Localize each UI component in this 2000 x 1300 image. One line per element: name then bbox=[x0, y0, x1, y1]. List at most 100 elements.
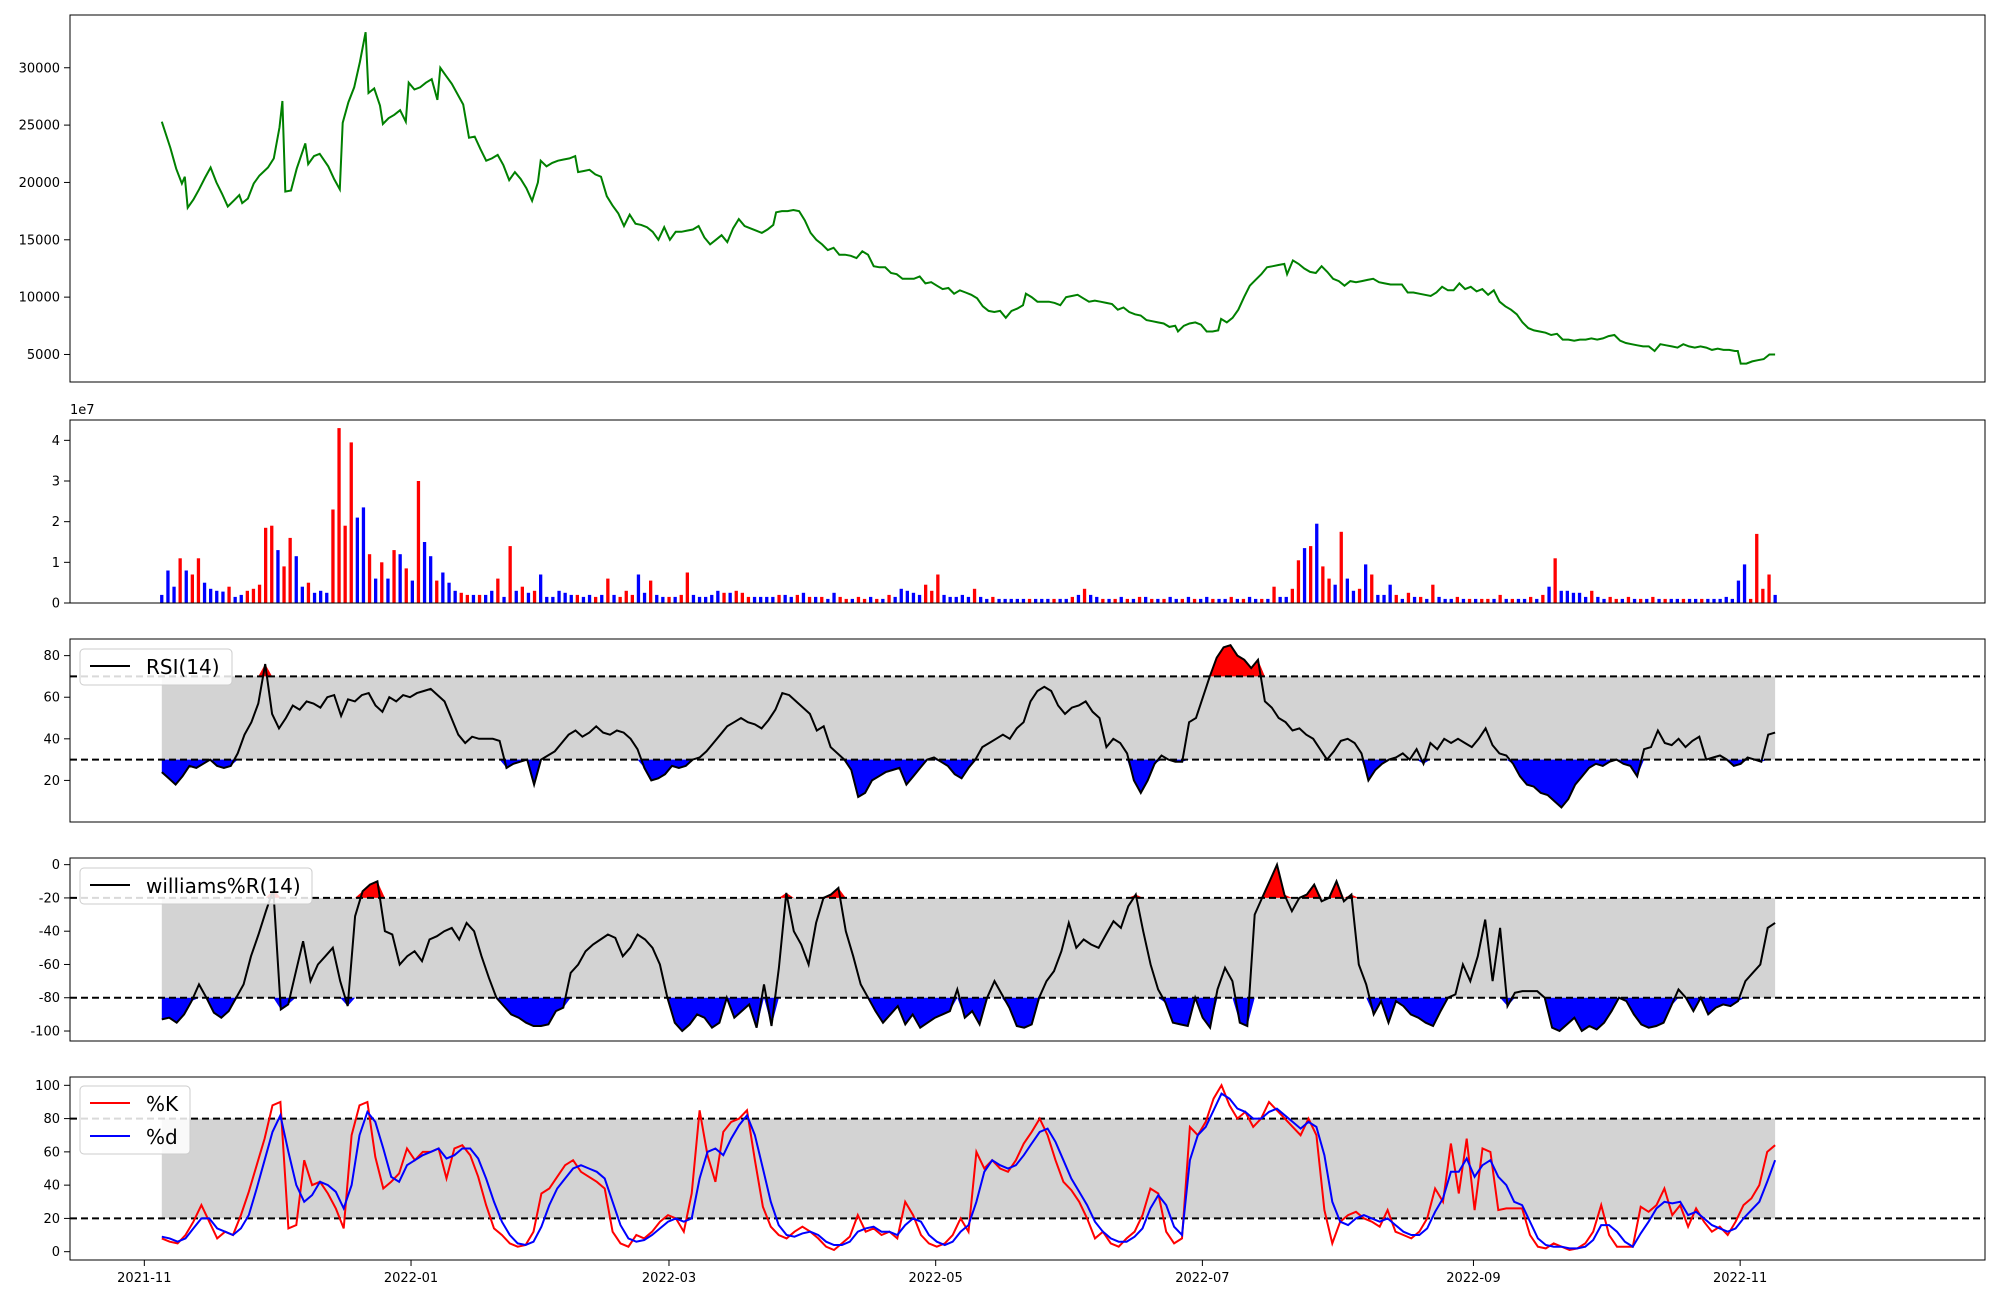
volume-bar bbox=[814, 596, 818, 603]
stochastic-ytick-label: 0 bbox=[52, 1245, 60, 1260]
volume-bar bbox=[404, 568, 408, 603]
volume-bar bbox=[1706, 598, 1710, 603]
price-ytick-label: 15000 bbox=[19, 233, 60, 248]
rsi-frame bbox=[69, 638, 1986, 823]
volume-bar bbox=[1156, 598, 1160, 603]
volume-bar bbox=[697, 596, 702, 603]
volume-bar bbox=[924, 584, 928, 603]
volume-bar bbox=[844, 598, 848, 603]
volume-bar bbox=[1125, 598, 1129, 603]
volume-bar bbox=[679, 594, 683, 603]
volume-bar bbox=[740, 592, 744, 603]
williams-y-ticks: -100 -80 -60 -40 -20 0 bbox=[30, 858, 70, 1040]
volume-bar bbox=[215, 590, 219, 603]
volume-bar bbox=[1003, 598, 1007, 603]
volume-bar bbox=[1034, 598, 1038, 603]
volume-bar bbox=[942, 594, 946, 603]
d-legend-label: %d bbox=[146, 1125, 178, 1149]
volume-bar bbox=[276, 550, 280, 603]
volume-bar bbox=[410, 580, 414, 603]
volume-bar bbox=[1333, 584, 1337, 603]
volume-bar bbox=[361, 507, 366, 603]
rsi-ytick-label: 20 bbox=[43, 774, 60, 789]
stochastic-panel: 0 20 40 60 80 100 %K %d bbox=[35, 1076, 1986, 1261]
volume-bar bbox=[1425, 598, 1429, 603]
volume-bar bbox=[1639, 598, 1643, 603]
volume-bar bbox=[899, 588, 903, 603]
volume-bar bbox=[1577, 592, 1582, 603]
volume-bar bbox=[979, 596, 983, 603]
volume-bar bbox=[722, 592, 726, 603]
volume-bar bbox=[1694, 598, 1698, 603]
volume-bar bbox=[1657, 598, 1661, 603]
volume-bar bbox=[1498, 594, 1502, 603]
volume-bar bbox=[1015, 598, 1019, 603]
volume-bar bbox=[270, 525, 274, 603]
volume-bar bbox=[1021, 598, 1026, 603]
williams-line bbox=[161, 861, 1776, 1033]
volume-bar bbox=[655, 594, 659, 603]
volume-bar bbox=[1254, 598, 1258, 603]
price-frame bbox=[69, 14, 1986, 383]
rsi-ytick-label: 60 bbox=[43, 691, 60, 706]
volume-bar bbox=[1467, 598, 1472, 603]
volume-bar bbox=[1431, 584, 1435, 603]
volume-bar bbox=[911, 592, 916, 603]
volume-bar bbox=[374, 578, 378, 603]
volume-bar bbox=[875, 598, 879, 603]
k-legend-label: %K bbox=[146, 1092, 179, 1116]
rsi-legend-label: RSI(14) bbox=[146, 655, 220, 679]
volume-bar bbox=[1211, 598, 1215, 603]
volume-bar bbox=[1553, 558, 1557, 603]
volume-bar bbox=[881, 598, 885, 603]
volume-bar bbox=[630, 594, 634, 603]
volume-bar bbox=[1419, 596, 1423, 603]
volume-bar bbox=[685, 572, 689, 603]
volume-bar bbox=[826, 598, 830, 603]
rsi-oversold-fill bbox=[161, 759, 1776, 808]
volume-bar bbox=[850, 598, 854, 603]
volume-bar bbox=[1437, 596, 1441, 603]
williams-ytick-label: -40 bbox=[39, 925, 60, 940]
volume-bar bbox=[838, 596, 842, 603]
volume-bar bbox=[1718, 598, 1722, 603]
volume-bar bbox=[1321, 566, 1325, 603]
volume-bar bbox=[905, 590, 909, 603]
volume-bar bbox=[1260, 598, 1264, 603]
williams-ytick-label: 0 bbox=[52, 858, 60, 873]
volume-bar bbox=[1205, 596, 1209, 603]
volume-bar bbox=[716, 590, 720, 603]
x-tick-label: 2022-07 bbox=[1175, 1271, 1229, 1286]
volume-bar bbox=[1107, 598, 1111, 603]
volume-bar bbox=[966, 596, 971, 603]
volume-bar bbox=[1547, 586, 1551, 603]
volume-bar bbox=[746, 596, 751, 603]
volume-bar bbox=[471, 594, 476, 603]
volume-bar bbox=[1608, 596, 1612, 603]
volume-bar bbox=[1058, 598, 1062, 603]
volume-bar bbox=[1700, 598, 1704, 603]
volume-bar bbox=[1755, 533, 1759, 603]
volume-bar bbox=[1571, 592, 1576, 603]
volume-bar bbox=[1309, 546, 1313, 603]
volume-bar bbox=[1712, 598, 1716, 603]
volume-bar bbox=[771, 596, 775, 603]
volume-bar bbox=[624, 590, 628, 603]
volume-bar bbox=[661, 596, 665, 603]
volume-bar bbox=[1009, 598, 1013, 603]
volume-bar bbox=[1284, 596, 1288, 603]
volume-bar bbox=[1095, 596, 1099, 603]
volume-bar bbox=[960, 594, 964, 603]
volume-bar bbox=[1150, 598, 1154, 603]
x-tick-label: 2022-01 bbox=[384, 1271, 438, 1286]
volume-bar bbox=[569, 594, 573, 603]
volume-bar bbox=[1602, 598, 1606, 603]
williams-ytick-label: -100 bbox=[30, 1025, 60, 1040]
x-axis: 2021-11 2022-01 2022-03 2022-05 2022-07 2022-… bbox=[117, 1260, 1767, 1286]
volume-bar bbox=[1522, 598, 1527, 603]
williams-ytick-label: -80 bbox=[39, 991, 60, 1006]
volume-bar bbox=[1266, 598, 1270, 603]
stochastic-frame bbox=[69, 1076, 1986, 1261]
stochastic-band bbox=[161, 1118, 1776, 1219]
volume-bar bbox=[288, 537, 292, 603]
